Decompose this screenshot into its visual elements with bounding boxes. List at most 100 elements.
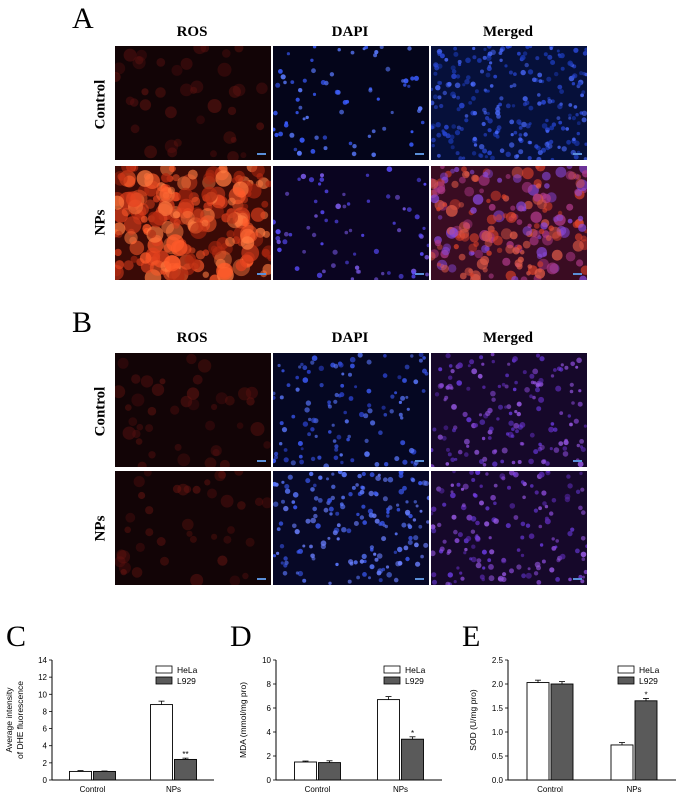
cell-spot xyxy=(486,46,492,49)
cell-spot xyxy=(551,546,557,551)
cell-spot xyxy=(328,581,332,585)
cell-spot xyxy=(285,191,290,196)
cell-spot xyxy=(580,579,585,584)
scale-bar xyxy=(257,578,266,580)
cell-spot xyxy=(256,122,265,131)
micrograph-b-nps-ros xyxy=(115,471,271,585)
cell-spot xyxy=(471,151,477,156)
cell-spot xyxy=(431,194,440,204)
cell-spot xyxy=(297,548,303,554)
cell-spot xyxy=(551,498,557,503)
cell-spot xyxy=(551,122,557,127)
row-label-nps-a: NPs xyxy=(92,209,109,236)
cell-spot xyxy=(542,207,548,213)
cell-spot xyxy=(533,193,542,202)
bar-hela-control xyxy=(526,682,550,781)
cell-spot xyxy=(379,520,385,526)
cell-spot xyxy=(439,546,445,552)
cell-spot xyxy=(359,559,365,564)
cell-spot xyxy=(273,127,276,132)
cell-spot xyxy=(431,506,437,512)
cell-spot xyxy=(559,411,564,415)
cell-spot xyxy=(572,221,580,228)
cell-spot xyxy=(125,404,132,411)
cell-spot xyxy=(190,80,204,94)
cell-spot xyxy=(507,485,511,490)
cell-spot xyxy=(331,472,335,476)
cell-spot xyxy=(164,139,179,153)
cell-spot xyxy=(493,74,498,79)
cell-spot xyxy=(431,448,434,453)
cell-spot xyxy=(583,569,587,575)
cell-spot xyxy=(160,556,169,566)
cell-spot xyxy=(507,362,511,366)
legend-swatch-hela xyxy=(155,665,173,674)
cell-spot xyxy=(408,447,415,454)
cell-spot xyxy=(339,109,344,115)
cell-spot xyxy=(374,50,379,55)
cell-spot xyxy=(117,172,126,181)
cell-spot xyxy=(462,83,466,87)
cell-spot xyxy=(336,537,340,541)
y-tick-label: 10 xyxy=(38,690,47,699)
cell-spot xyxy=(477,373,483,379)
cell-spot xyxy=(314,135,319,140)
cell-spot xyxy=(461,166,467,173)
cell-spot xyxy=(470,250,475,256)
cell-spot xyxy=(442,502,447,507)
bar-l929-control xyxy=(318,762,341,781)
cell-spot xyxy=(479,355,484,360)
cell-spot xyxy=(158,201,173,216)
cell-spot xyxy=(288,232,293,237)
cell-spot xyxy=(223,131,236,144)
cell-spot xyxy=(339,453,343,457)
cell-spot xyxy=(370,420,376,426)
cell-spot xyxy=(424,255,429,260)
cell-spot xyxy=(217,62,232,77)
cell-spot xyxy=(398,273,404,279)
cell-spot xyxy=(241,218,250,227)
cell-spot xyxy=(490,390,496,397)
cell-spot xyxy=(581,117,587,123)
cell-spot xyxy=(320,242,324,246)
y-tick-label: 4 xyxy=(43,742,48,751)
cell-spot xyxy=(276,239,281,245)
cell-spot xyxy=(468,268,474,274)
y-tick-label: 2 xyxy=(267,752,272,761)
bar-l929-nps xyxy=(174,758,197,781)
cell-spot xyxy=(164,255,181,272)
cell-spot xyxy=(501,476,506,481)
cell-spot xyxy=(485,116,490,121)
cell-spot xyxy=(333,399,338,404)
cell-spot xyxy=(472,55,477,60)
row-label-control-b: Control xyxy=(92,386,109,437)
cell-spot xyxy=(525,572,532,579)
cell-spot xyxy=(438,367,443,372)
cell-spot xyxy=(300,362,304,367)
cell-spot xyxy=(554,71,559,77)
scale-bar xyxy=(257,273,266,275)
cell-spot xyxy=(496,417,500,421)
bar-l929-control xyxy=(550,683,574,781)
cell-spot xyxy=(546,262,559,275)
cell-spot xyxy=(115,171,128,186)
cell-spot xyxy=(560,363,564,367)
y-tick-label: 1.5 xyxy=(492,704,504,713)
cell-spot xyxy=(470,516,477,522)
cell-spot xyxy=(509,119,515,125)
micrograph-image xyxy=(273,353,429,467)
cell-spot xyxy=(440,166,445,170)
cell-spot xyxy=(478,413,483,417)
cell-spot xyxy=(481,362,485,366)
cell-spot xyxy=(504,405,508,409)
cell-spot xyxy=(539,543,544,547)
cell-spot xyxy=(518,133,523,137)
cell-spot xyxy=(490,494,496,501)
cell-spot xyxy=(522,102,527,107)
cell-spot xyxy=(348,141,353,146)
cell-spot xyxy=(566,139,571,145)
cell-spot xyxy=(225,237,235,247)
cell-spot xyxy=(482,566,486,570)
cell-spot xyxy=(289,132,295,138)
cell-spot xyxy=(551,537,555,541)
